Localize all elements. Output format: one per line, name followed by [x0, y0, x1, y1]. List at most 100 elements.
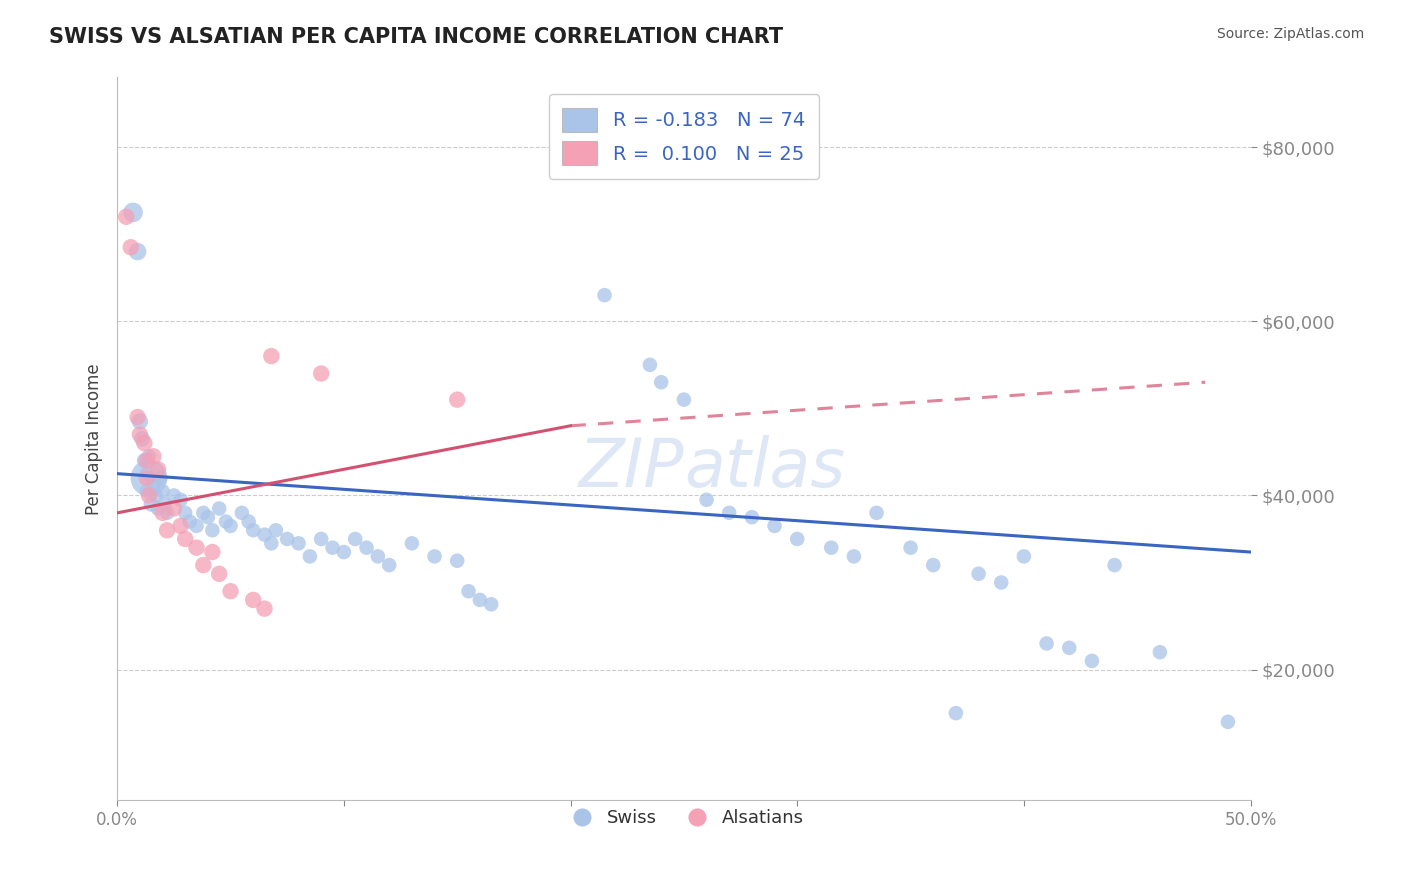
- Point: [153, 497, 176, 511]
- Point: [900, 541, 922, 555]
- Point: [1057, 640, 1080, 655]
- Point: [446, 392, 468, 407]
- Point: [156, 506, 179, 520]
- Point: [201, 523, 224, 537]
- Point: [174, 506, 197, 520]
- Point: [820, 541, 842, 555]
- Point: [468, 593, 491, 607]
- Point: [208, 566, 231, 581]
- Point: [967, 566, 990, 581]
- Point: [1035, 636, 1057, 650]
- Point: [142, 449, 165, 463]
- Point: [367, 549, 389, 564]
- Text: ZIP: ZIP: [578, 434, 683, 500]
- Point: [253, 527, 276, 541]
- Text: atlas: atlas: [683, 434, 845, 500]
- Text: SWISS VS ALSATIAN PER CAPITA INCOME CORRELATION CHART: SWISS VS ALSATIAN PER CAPITA INCOME CORR…: [49, 27, 783, 46]
- Point: [231, 506, 253, 520]
- Point: [186, 519, 208, 533]
- Point: [146, 462, 169, 476]
- Point: [169, 519, 191, 533]
- Point: [174, 532, 197, 546]
- Point: [145, 488, 167, 502]
- Point: [186, 541, 208, 555]
- Point: [309, 532, 332, 546]
- Point: [593, 288, 616, 302]
- Point: [142, 475, 165, 490]
- Point: [208, 501, 231, 516]
- Y-axis label: Per Capita Income: Per Capita Income: [86, 363, 103, 515]
- Point: [156, 523, 179, 537]
- Point: [479, 597, 502, 611]
- Point: [1216, 714, 1239, 729]
- Point: [163, 488, 186, 502]
- Point: [298, 549, 321, 564]
- Point: [922, 558, 945, 573]
- Point: [763, 519, 786, 533]
- Point: [672, 392, 695, 407]
- Point: [253, 601, 276, 615]
- Point: [193, 506, 215, 520]
- Point: [127, 410, 149, 425]
- Point: [638, 358, 661, 372]
- Point: [179, 515, 201, 529]
- Point: [134, 436, 156, 450]
- Point: [134, 453, 156, 467]
- Point: [378, 558, 401, 573]
- Point: [138, 488, 160, 502]
- Point: [201, 545, 224, 559]
- Point: [169, 492, 191, 507]
- Point: [446, 554, 468, 568]
- Point: [718, 506, 741, 520]
- Point: [741, 510, 763, 524]
- Point: [786, 532, 808, 546]
- Point: [401, 536, 423, 550]
- Point: [128, 414, 150, 428]
- Point: [1012, 549, 1035, 564]
- Point: [215, 515, 238, 529]
- Point: [131, 432, 153, 446]
- Point: [127, 244, 149, 259]
- Point: [152, 506, 174, 520]
- Point: [219, 584, 242, 599]
- Point: [842, 549, 865, 564]
- Point: [115, 210, 138, 224]
- Point: [457, 584, 479, 599]
- Point: [287, 536, 309, 550]
- Point: [152, 484, 174, 499]
- Point: [149, 471, 172, 485]
- Point: [356, 541, 378, 555]
- Point: [242, 523, 264, 537]
- Point: [219, 519, 242, 533]
- Point: [1104, 558, 1126, 573]
- Point: [138, 449, 160, 463]
- Text: Source: ZipAtlas.com: Source: ZipAtlas.com: [1216, 27, 1364, 41]
- Point: [135, 484, 157, 499]
- Point: [264, 523, 287, 537]
- Point: [333, 545, 356, 559]
- Point: [990, 575, 1012, 590]
- Point: [141, 497, 163, 511]
- Point: [197, 510, 219, 524]
- Point: [1149, 645, 1171, 659]
- Point: [135, 471, 157, 485]
- Point: [238, 515, 260, 529]
- Point: [344, 532, 367, 546]
- Point: [122, 205, 145, 219]
- Point: [945, 706, 967, 720]
- Point: [120, 240, 142, 254]
- Point: [322, 541, 344, 555]
- Point: [193, 558, 215, 573]
- Point: [146, 501, 169, 516]
- Point: [276, 532, 298, 546]
- Point: [865, 506, 887, 520]
- Point: [242, 593, 264, 607]
- Point: [309, 367, 332, 381]
- Point: [135, 453, 157, 467]
- Point: [1081, 654, 1104, 668]
- Point: [696, 492, 718, 507]
- Point: [423, 549, 446, 564]
- Point: [260, 536, 283, 550]
- Legend: Swiss, Alsatians: Swiss, Alsatians: [557, 802, 811, 835]
- Point: [128, 427, 150, 442]
